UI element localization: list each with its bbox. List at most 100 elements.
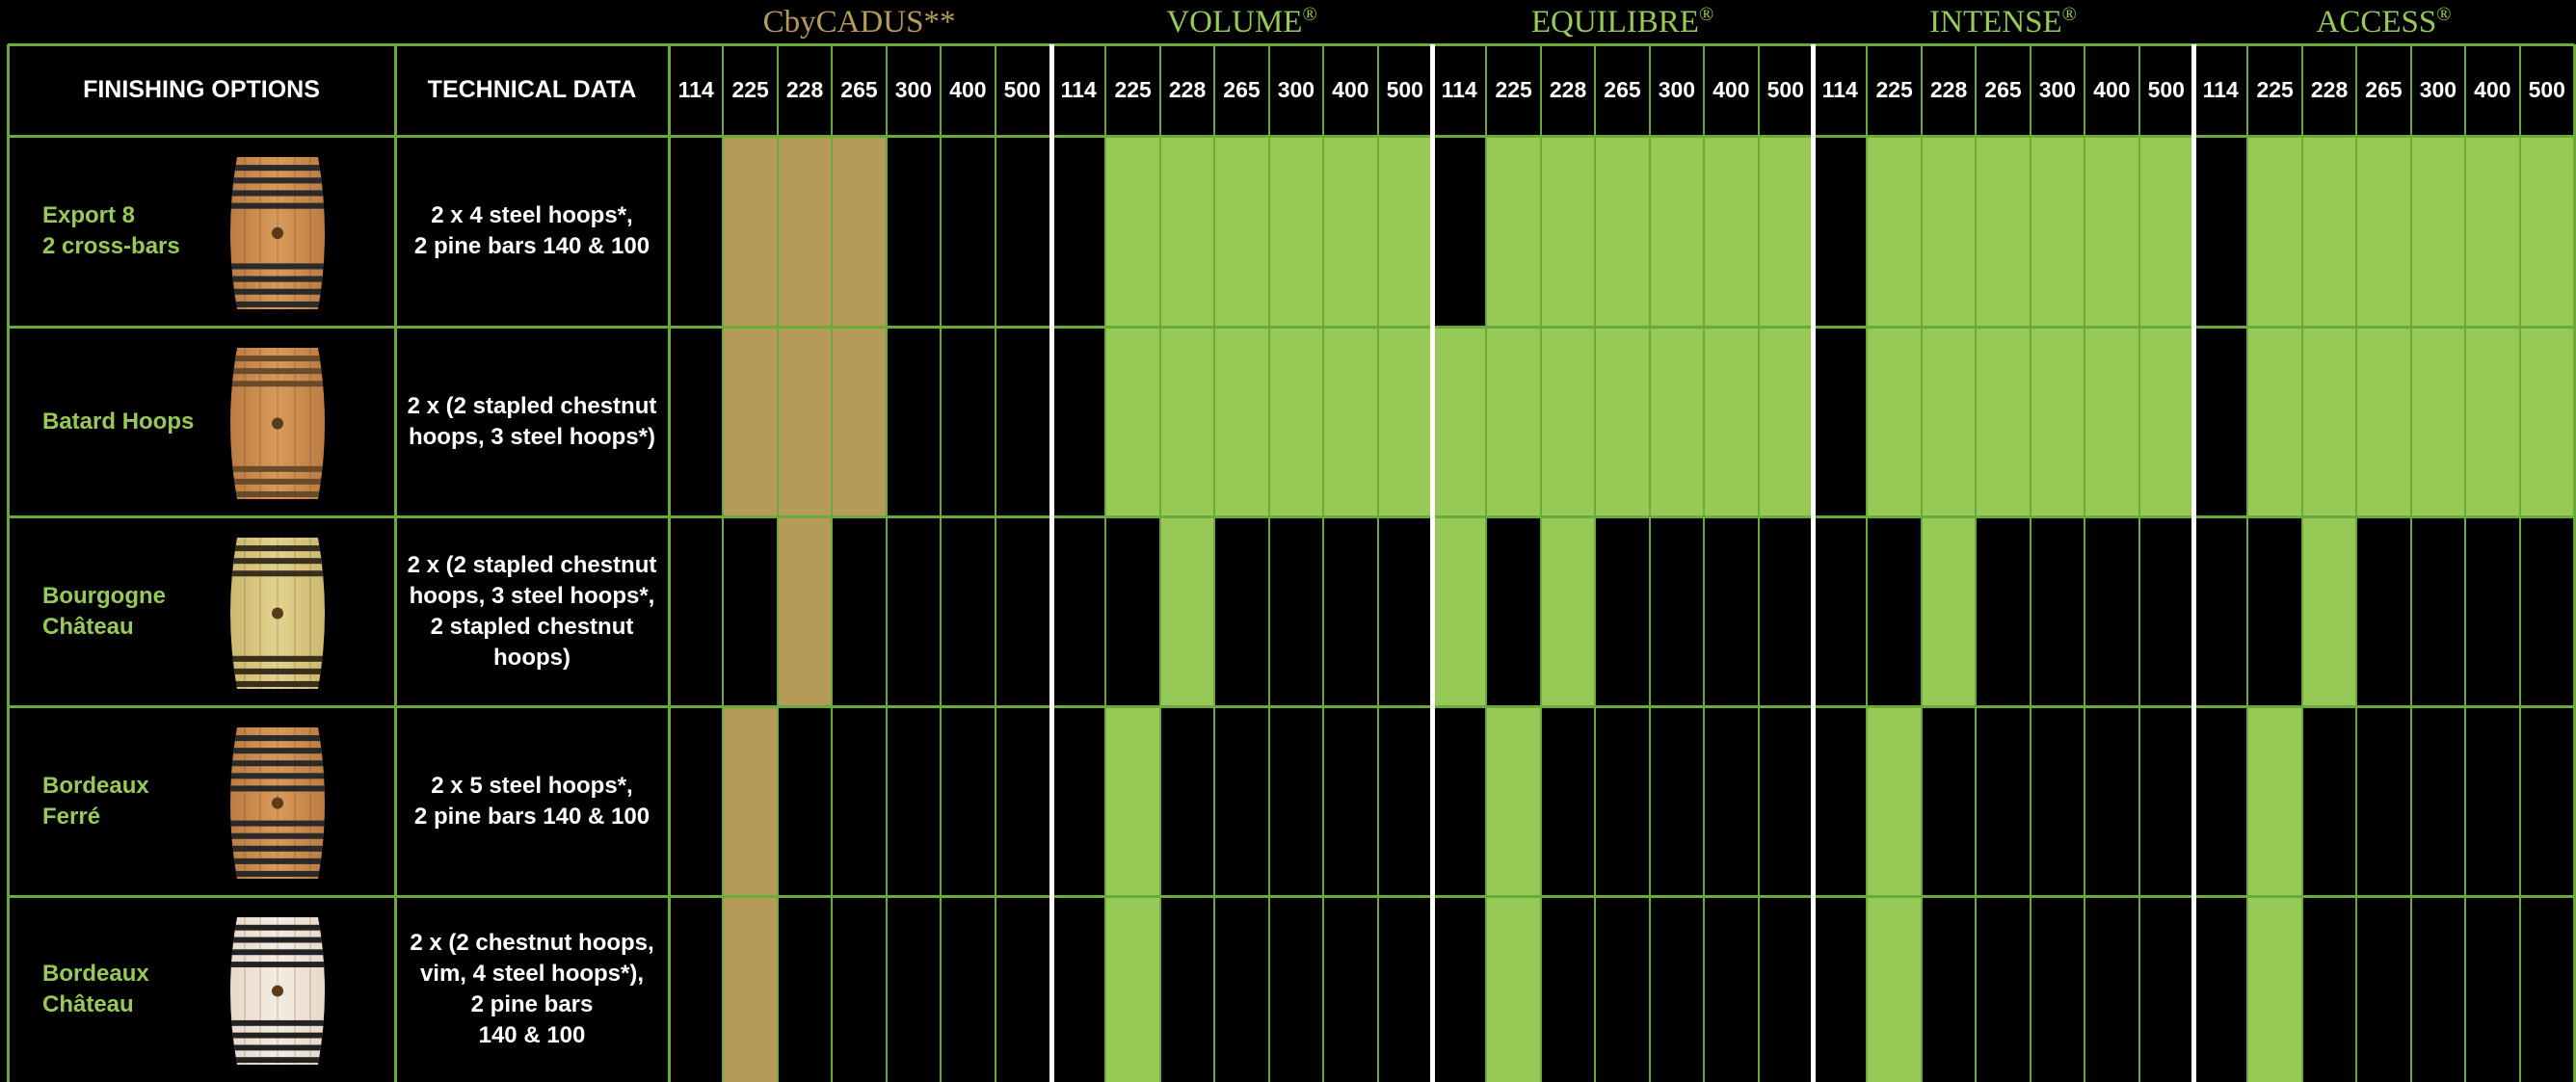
availability-cell — [2085, 516, 2138, 706]
technical-data-line: 140 & 100 — [478, 1021, 586, 1048]
size-label-cbycadus-114: 114 — [677, 77, 714, 102]
availability-cell — [832, 136, 887, 327]
column-divider — [393, 44, 397, 1082]
size-label-cbycadus-228: 228 — [785, 77, 824, 102]
row-divider — [8, 515, 2574, 518]
size-divider — [2518, 44, 2521, 1082]
availability-cell — [2085, 896, 2138, 1082]
availability-cell — [2193, 706, 2247, 896]
availability-cell — [2410, 136, 2466, 327]
technical-data-line: 2 x (2 chestnut hoops, — [410, 929, 654, 956]
availability-cell — [2247, 327, 2302, 516]
availability-cell — [2193, 327, 2247, 516]
availability-cell — [2031, 516, 2085, 706]
group-title-name: EQUILIBRE — [1530, 5, 1699, 40]
availability-cell — [1867, 516, 1921, 706]
availability-cell — [1541, 896, 1595, 1082]
group-title-intense: INTENSE® — [1813, 0, 2193, 44]
availability-cell — [2139, 896, 2193, 1082]
availability-cell — [2520, 896, 2574, 1082]
availability-cell — [2301, 136, 2357, 327]
size-label-access-225: 225 — [2256, 77, 2294, 102]
barrel-image — [224, 155, 332, 311]
availability-cell — [1704, 136, 1759, 327]
technical-data-text: 2 x 4 steel hoops*, 2 pine bars 140 & 100 — [395, 136, 669, 327]
availability-cell — [1268, 327, 1324, 516]
availability-cell — [2519, 136, 2574, 327]
finishing-name-line: Château — [42, 613, 134, 640]
availability-cell — [941, 706, 995, 896]
availability-cell — [1649, 136, 1705, 327]
size-divider — [2464, 44, 2467, 1082]
availability-cell — [1214, 327, 1269, 516]
size-label-access-500: 500 — [2528, 77, 2565, 102]
availability-cell — [2411, 706, 2465, 896]
availability-cell — [1051, 896, 1105, 1082]
availability-cell — [2139, 516, 2193, 706]
size-label-cbycadus-400: 400 — [949, 77, 987, 102]
availability-cell — [1759, 516, 1813, 706]
availability-cell — [1595, 516, 1649, 706]
finishing-option-name: Bourgogne Château — [42, 516, 226, 706]
technical-data-text: 2 x (2 stapled chestnut hoops, 3 steel ho… — [395, 516, 669, 706]
size-divider — [1485, 44, 1488, 1082]
availability-cell — [1486, 327, 1541, 516]
size-label-volume-114: 114 — [1060, 77, 1097, 102]
availability-cell — [723, 516, 777, 706]
availability-cell — [1378, 516, 1432, 706]
availability-cell — [1540, 516, 1596, 706]
size-label-intense-265: 265 — [1984, 77, 2022, 102]
availability-cell — [669, 136, 723, 327]
barrel-image — [224, 726, 332, 881]
size-divider — [1267, 44, 1270, 1082]
availability-cell — [2410, 327, 2466, 516]
availability-cell — [1595, 327, 1650, 516]
finishing-option-name: Batard Hoops — [42, 327, 226, 516]
group-separator — [1429, 44, 1435, 1082]
availability-cell — [996, 516, 1049, 706]
availability-cell — [1432, 136, 1486, 327]
availability-cell — [1432, 896, 1486, 1082]
availability-cell — [2301, 327, 2357, 516]
availability-cell — [1650, 516, 1704, 706]
barrel-image — [224, 915, 332, 1067]
size-label-intense-114: 114 — [1821, 77, 1858, 102]
size-label-equilibre-400: 400 — [1713, 77, 1750, 102]
technical-data-line: 2 x 5 steel hoops*, — [431, 772, 633, 799]
availability-cell — [887, 136, 941, 327]
availability-cell — [1268, 136, 1324, 327]
availability-cell — [1051, 327, 1105, 516]
finishing-name-line: Bordeaux — [42, 960, 149, 987]
availability-cell — [777, 327, 833, 516]
availability-cell — [1759, 706, 1813, 896]
availability-cell — [1159, 516, 1215, 706]
size-divider — [940, 44, 943, 1082]
availability-cell — [1595, 706, 1649, 896]
availability-cell — [1704, 327, 1759, 516]
availability-cell — [1269, 516, 1323, 706]
technical-data-line: 2 x (2 stapled chestnut — [407, 392, 657, 419]
availability-cell — [2520, 516, 2574, 706]
availability-cell — [832, 516, 886, 706]
availability-cell — [2247, 136, 2302, 327]
availability-cell — [996, 327, 1049, 516]
availability-cell — [1540, 327, 1596, 516]
size-label-equilibre-265: 265 — [1604, 77, 1641, 102]
availability-cell — [1704, 706, 1758, 896]
size-divider — [1594, 44, 1597, 1082]
availability-cell — [1160, 896, 1214, 1082]
availability-cell — [1377, 136, 1432, 327]
size-label-intense-228: 228 — [1929, 77, 1968, 102]
finishing-name-line: Bordeaux — [42, 772, 149, 799]
availability-cell — [1105, 327, 1160, 516]
row-divider — [8, 704, 2574, 708]
row-divider — [8, 134, 2574, 138]
availability-cell — [1595, 136, 1650, 327]
size-divider — [2355, 44, 2358, 1082]
availability-cell — [2030, 327, 2085, 516]
availability-cell — [1704, 896, 1758, 1082]
availability-cell — [2193, 516, 2247, 706]
technical-data-line: hoops, 3 steel hoops*, — [409, 582, 655, 609]
size-divider — [994, 44, 996, 1082]
availability-cell — [2465, 896, 2519, 1082]
